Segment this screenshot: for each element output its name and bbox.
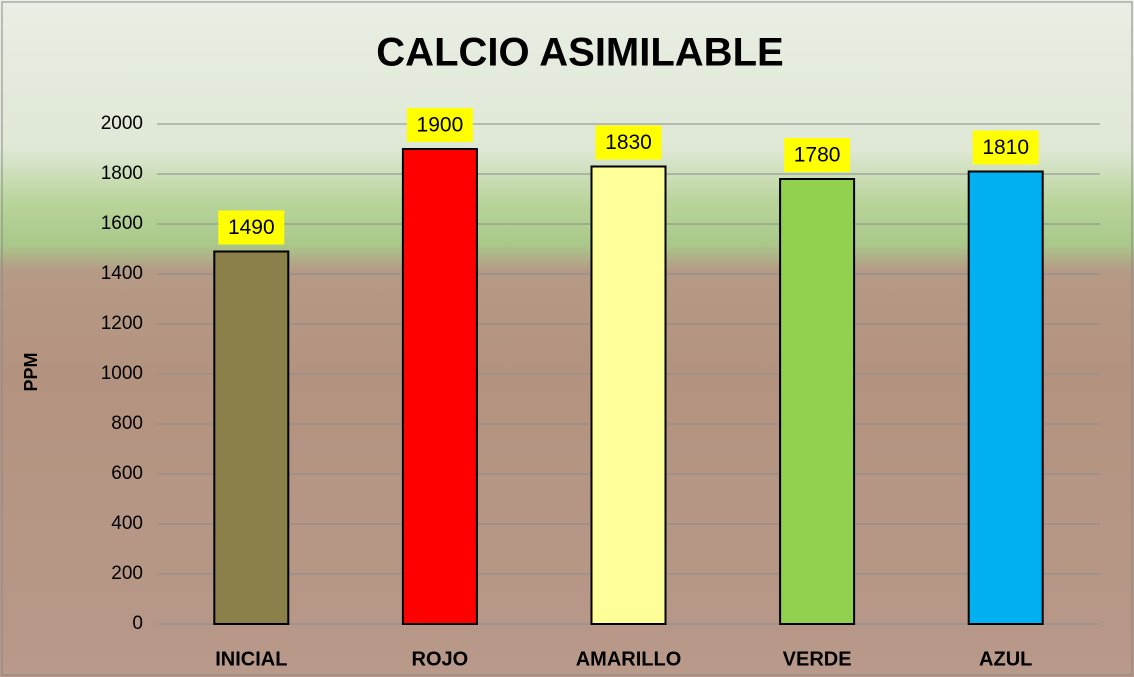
- value-label-bg: [784, 138, 851, 172]
- value-label-bg: [218, 210, 285, 245]
- chart-title: CALCIO ASIMILABLE: [376, 31, 783, 75]
- bar: [779, 178, 856, 625]
- value-label-bg: [595, 125, 662, 160]
- value-label: 1810: [982, 136, 1029, 159]
- y-tick-label: 200: [111, 563, 143, 584]
- x-tick-label: AMARILLO: [576, 648, 682, 670]
- x-tick-label: VERDE: [783, 648, 852, 670]
- x-tick-label: ROJO: [412, 648, 469, 670]
- value-label-bg: [972, 130, 1039, 165]
- value-label: 1780: [794, 144, 841, 167]
- y-tick-label: 1000: [101, 363, 143, 384]
- y-tick-label: 1200: [101, 313, 143, 334]
- y-tick-label: 800: [111, 413, 143, 434]
- y-tick-label: 1800: [101, 163, 143, 184]
- bar: [401, 148, 478, 625]
- y-tick-label: 2000: [101, 113, 143, 134]
- value-label: 1900: [417, 114, 464, 137]
- y-tick-label: 1600: [101, 213, 143, 234]
- value-label: 1830: [605, 131, 652, 154]
- bar: [590, 165, 667, 625]
- y-tick-label: 1400: [101, 263, 143, 284]
- x-tick-label: AZUL: [979, 648, 1032, 670]
- y-tick-label: 600: [111, 463, 143, 484]
- y-tick-label: 0: [132, 613, 143, 634]
- y-tick-label: 400: [111, 513, 143, 534]
- bar: [213, 250, 290, 625]
- value-label-bg: [406, 108, 473, 142]
- x-tick-label: INICIAL: [215, 648, 287, 670]
- bar: [967, 170, 1044, 625]
- value-label: 1490: [228, 216, 275, 239]
- y-axis-label: PPM: [21, 352, 41, 391]
